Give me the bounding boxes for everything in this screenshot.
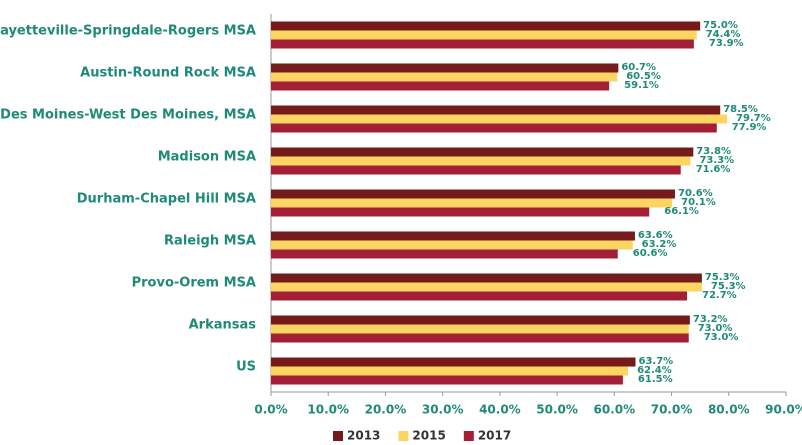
x-tick-label: 30.0%: [422, 403, 464, 417]
data-label: 73.9%: [709, 38, 744, 49]
data-label: 73.2%: [693, 314, 728, 325]
bar: [271, 375, 623, 385]
data-label: 71.6%: [696, 164, 731, 175]
data-label: 66.1%: [664, 206, 699, 217]
bar: [271, 207, 650, 217]
data-label: 73.3%: [699, 155, 734, 166]
bar: [271, 39, 694, 49]
legend-label: 2017: [478, 429, 511, 443]
data-label: 77.9%: [732, 122, 767, 133]
data-label: 73.0%: [698, 323, 733, 334]
legend-label: 2013: [347, 429, 380, 443]
bar: [271, 324, 689, 334]
bar: [271, 165, 681, 175]
bar: [271, 333, 689, 343]
data-label: 60.5%: [626, 71, 661, 82]
data-label: 73.8%: [696, 146, 731, 157]
legend-swatch: [463, 431, 474, 441]
bar: [271, 198, 673, 208]
category-label: Madison MSA: [158, 150, 256, 165]
category-label: Raleigh MSA: [164, 234, 256, 249]
data-label: 63.6%: [638, 230, 673, 241]
legend-swatch: [398, 431, 409, 441]
data-label: 72.7%: [702, 290, 737, 301]
x-tick-label: 60.0%: [594, 403, 636, 417]
data-label: 70.1%: [681, 197, 716, 208]
category-label: US: [236, 360, 256, 375]
x-tick-label: 50.0%: [536, 403, 578, 417]
data-label: 70.6%: [678, 188, 713, 199]
bar: [271, 357, 636, 367]
data-label: 79.7%: [736, 113, 771, 124]
category-label: Fayetteville-Springdale-Rogers MSA: [0, 24, 256, 39]
bar: [271, 189, 675, 199]
data-label: 75.3%: [711, 281, 746, 292]
bar: [271, 366, 629, 376]
bar: [271, 249, 618, 259]
data-label: 60.7%: [621, 62, 656, 73]
data-label: 63.7%: [639, 356, 674, 367]
x-tick-label: 0.0%: [254, 403, 287, 417]
data-label: 78.5%: [723, 104, 758, 115]
bar: [271, 315, 690, 325]
x-tick-label: 70.0%: [651, 403, 693, 417]
bar: [271, 21, 701, 31]
data-label: 73.0%: [704, 332, 739, 343]
bar: [271, 273, 702, 283]
bar: [271, 72, 618, 82]
bar: [271, 240, 633, 250]
bar: [271, 231, 635, 241]
data-label: 74.4%: [706, 29, 741, 40]
data-label: 63.2%: [642, 239, 677, 250]
bar: [271, 147, 694, 157]
x-tick-label: 10.0%: [307, 403, 349, 417]
x-tick-label: 20.0%: [365, 403, 407, 417]
bar: [271, 30, 697, 40]
bar: [271, 291, 688, 301]
data-label: 75.3%: [705, 272, 740, 283]
bar: [271, 81, 610, 91]
data-label: 59.1%: [624, 80, 659, 91]
legend-swatch: [333, 431, 343, 441]
category-label: Austin-Round Rock MSA: [80, 66, 256, 81]
x-tick-label: 90.0%: [765, 403, 802, 417]
category-label: Des Moines-West Des Moines, MSA: [0, 108, 256, 123]
legend-label: 2015: [412, 429, 445, 443]
x-tick-label: 40.0%: [479, 403, 521, 417]
data-label: 75.0%: [703, 20, 738, 31]
category-label: Provo-Orem MSA: [132, 276, 256, 291]
bar: [271, 114, 728, 124]
bar: [271, 156, 691, 166]
category-label: Durham-Chapel Hill MSA: [77, 192, 256, 207]
data-label: 61.5%: [638, 374, 673, 385]
data-label: 62.4%: [637, 365, 672, 376]
bar: [271, 282, 702, 292]
category-label: Arkansas: [189, 318, 257, 333]
x-tick-label: 80.0%: [708, 403, 750, 417]
data-label: 60.6%: [633, 248, 668, 259]
bar: [271, 123, 717, 133]
bar: [271, 63, 619, 73]
bar: [271, 105, 721, 115]
